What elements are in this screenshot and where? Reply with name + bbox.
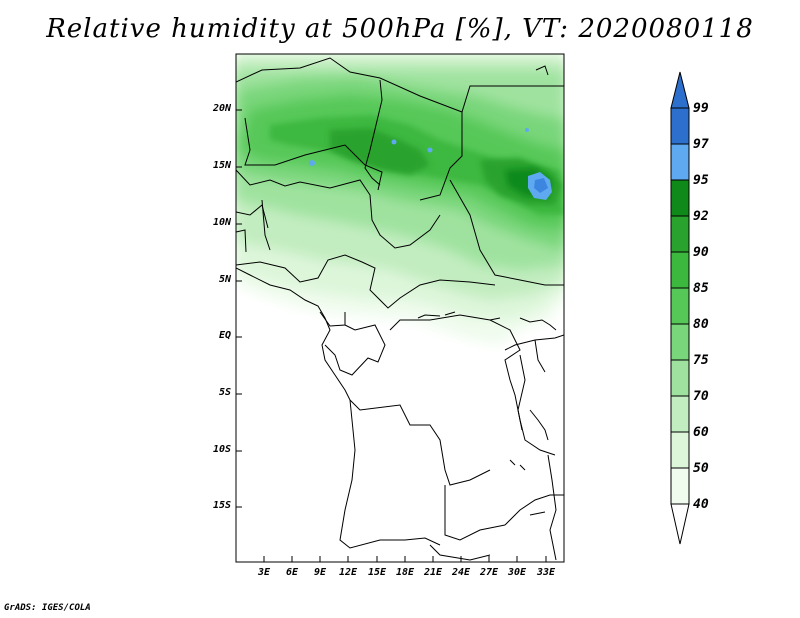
plot-frame [235, 53, 565, 563]
colorbar-seg-92 [670, 215, 690, 253]
lon-label-15e: 15E [367, 567, 387, 578]
coastline [535, 65, 549, 76]
coastline [509, 409, 549, 516]
border-line [236, 204, 269, 229]
border-line [236, 229, 247, 253]
lat-label-20n: 20N [212, 103, 231, 114]
lon-label-21e: 21E [423, 567, 443, 578]
map-title: Relative humidity at 500hPa [%], VT: 202… [46, 14, 754, 44]
colorbar-label-60: 60 [693, 425, 709, 440]
colorbar-label-70: 70 [693, 389, 709, 404]
colorbar-label-99: 99 [693, 101, 709, 116]
rh-spot-95 [309, 160, 315, 166]
border-line [534, 339, 546, 373]
border-line [504, 494, 564, 526]
axis-ticks [236, 109, 547, 562]
border-line [364, 79, 383, 186]
colorbar-seg-60 [670, 431, 690, 469]
rh-spot-95d [525, 128, 529, 132]
colorbar-seg-75 [670, 359, 690, 397]
colorbar-seg-95 [670, 179, 690, 217]
lon-label-24e: 24E [451, 567, 471, 578]
lon-label-9e: 9E [313, 567, 327, 578]
border-line [517, 354, 526, 431]
border-line [261, 199, 271, 251]
coastline [417, 311, 557, 331]
border-line [339, 399, 441, 549]
lon-label-12e: 12E [338, 567, 358, 578]
lon-label-33e: 33E [536, 567, 556, 578]
lat-label-5s: 5S [218, 387, 231, 398]
lat-label-15n: 15N [212, 160, 231, 171]
grads-credit: GrADS: IGES/COLA [4, 603, 91, 613]
colorbar-label-85: 85 [693, 281, 709, 296]
colorbar-seg-99 [670, 107, 690, 145]
colorbar-seg-80 [670, 323, 690, 361]
colorbar [670, 71, 690, 545]
colorbar-label-97: 97 [693, 137, 709, 152]
colorbar-seg-90 [670, 251, 690, 289]
border-line [324, 324, 386, 376]
colorbar-seg-85 [670, 287, 690, 325]
rh-region-97 [534, 178, 548, 193]
border-line [236, 248, 496, 309]
humidity-field [236, 54, 564, 345]
lon-label-3e: 3E [257, 567, 271, 578]
colorbar-label-92: 92 [693, 209, 709, 224]
colorbar-label-50: 50 [693, 461, 709, 476]
colorbar-label-90: 90 [693, 245, 709, 260]
rh-region-90 [330, 128, 430, 175]
border-line [236, 169, 441, 249]
colorbar-bottom-arrow [670, 503, 690, 545]
colorbar-label-80: 80 [693, 317, 709, 332]
colorbar-label-75: 75 [693, 353, 709, 368]
lon-label-6e: 6E [285, 567, 299, 578]
border-line [444, 485, 506, 541]
border-line [244, 117, 383, 191]
lon-label-27e: 27E [479, 567, 499, 578]
border-line [429, 544, 491, 561]
colorbar-top-arrow [670, 71, 690, 109]
coastline [236, 267, 351, 401]
border-line [509, 379, 556, 456]
lat-label-5n: 5N [218, 274, 231, 285]
rh-spot-95b [391, 139, 397, 145]
border-line [461, 85, 564, 113]
border-line [547, 454, 557, 561]
country-borders [236, 57, 564, 561]
colorbar-seg-50 [670, 467, 690, 505]
border-line [236, 57, 463, 201]
lat-label-eq: EQ [218, 330, 231, 341]
lat-label-15s: 15S [212, 500, 231, 511]
colorbar-label-95: 95 [693, 173, 709, 188]
border-line [449, 179, 564, 286]
colorbar-label-40: 40 [693, 497, 709, 512]
colorbar-seg-97 [670, 143, 690, 181]
lon-label-30e: 30E [507, 567, 527, 578]
colorbar-seg-70 [670, 395, 690, 433]
lon-label-18e: 18E [395, 567, 415, 578]
border-line [349, 399, 491, 486]
rh-spot-95c [427, 147, 433, 153]
lat-label-10s: 10S [212, 444, 231, 455]
lat-label-10n: 10N [212, 217, 231, 228]
